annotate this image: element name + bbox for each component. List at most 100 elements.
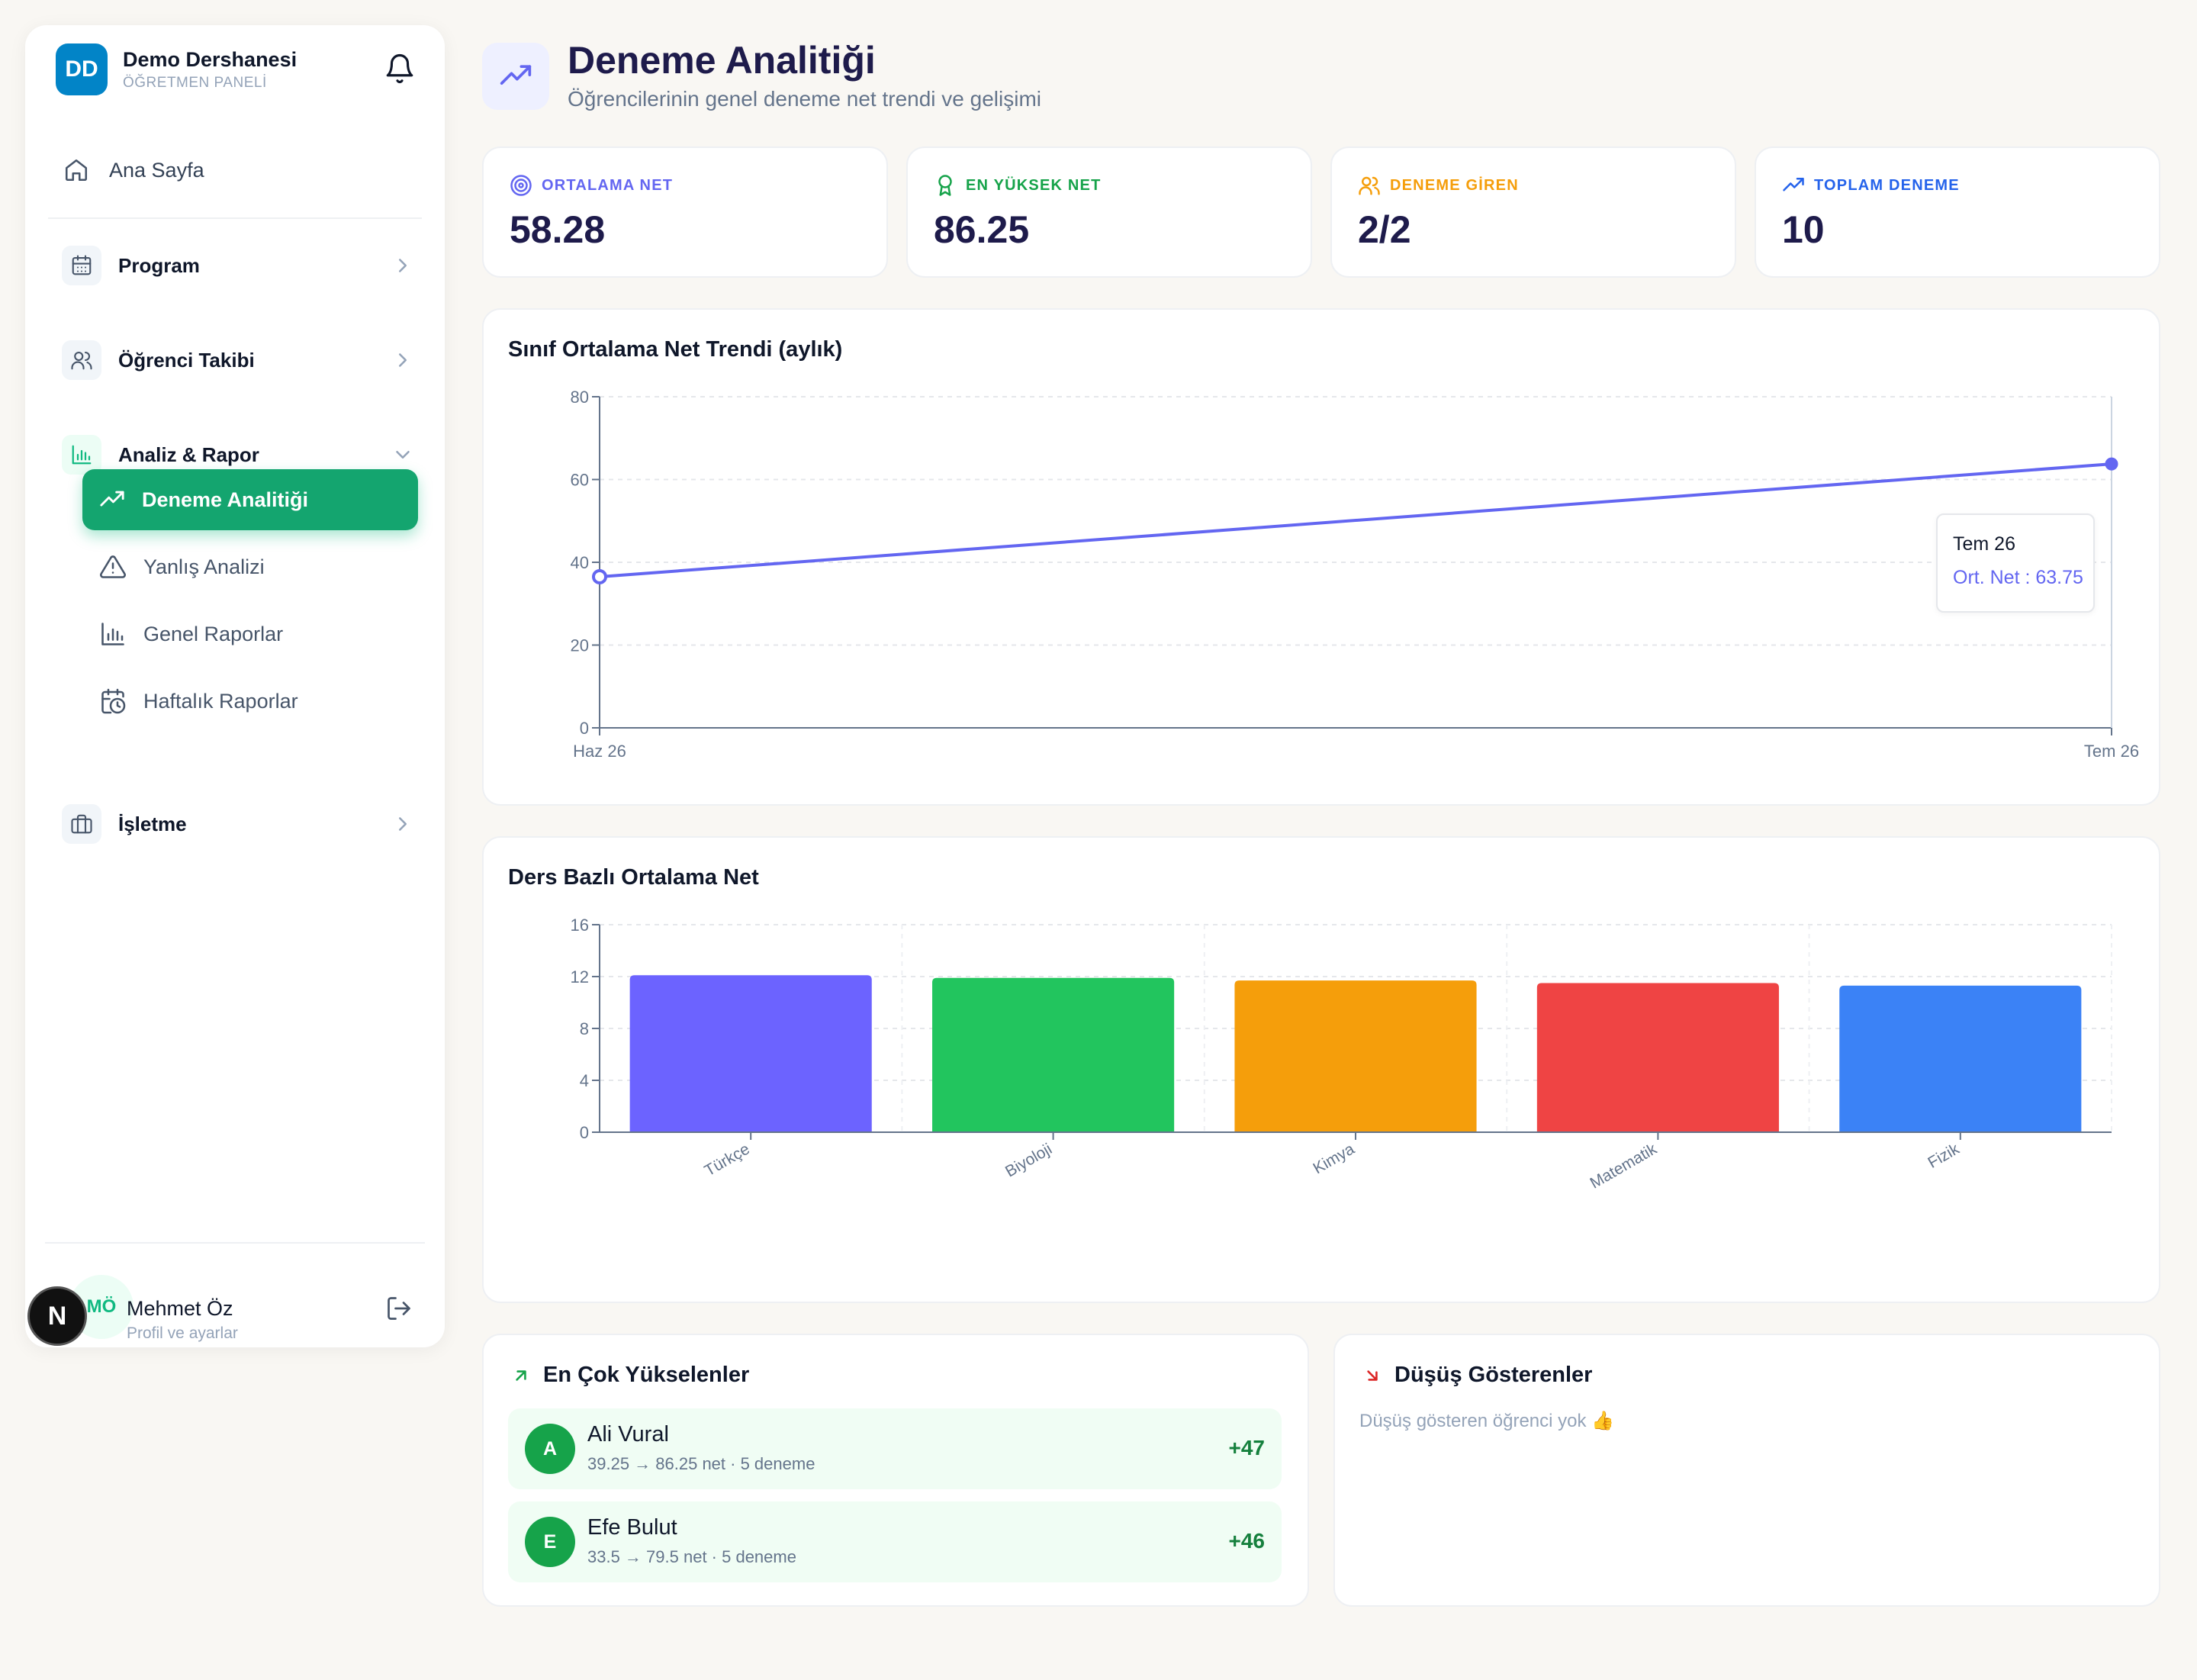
nav-group-label: İşletme bbox=[118, 812, 187, 835]
bar-chart: 0 4 8 12 16 Türkçe Biyoloji Kimya Matematik Fizik bbox=[571, 916, 2112, 1192]
users-icon bbox=[1358, 174, 1381, 197]
target-icon bbox=[510, 174, 532, 197]
x-tick-label: Tem 26 bbox=[2084, 742, 2139, 761]
panel-title: Düşüş Gösterenler bbox=[1394, 1363, 1593, 1387]
panel-title: Sınıf Ortalama Net Trendi (aylık) bbox=[508, 337, 843, 362]
divider bbox=[48, 217, 422, 219]
nav-group-analysis[interactable]: Analiz & Rapor bbox=[62, 432, 420, 478]
nav-item-label: Genel Raporlar bbox=[143, 622, 284, 645]
nav-item-weekly-reports[interactable]: Haftalık Raporlar bbox=[82, 671, 418, 732]
student-name: Ali Vural bbox=[587, 1422, 669, 1447]
trending-up-icon bbox=[482, 43, 549, 110]
nav-item-label: Deneme Analitiği bbox=[142, 488, 309, 511]
stat-value: 10 bbox=[1782, 208, 1825, 251]
data-point bbox=[592, 568, 607, 584]
student-detail: 39.25 → 86.25 net · 5 deneme bbox=[587, 1454, 815, 1473]
stat-value: 2/2 bbox=[1358, 208, 1411, 251]
briefcase-icon bbox=[62, 804, 101, 844]
chevron-right-icon bbox=[391, 349, 414, 372]
chevron-right-icon bbox=[391, 254, 414, 277]
y-tick-label: 16 bbox=[571, 916, 589, 935]
line-chart: 0 20 40 60 80 Haz 26 Tem 26 bbox=[571, 388, 2140, 761]
stat-value: 58.28 bbox=[510, 208, 606, 251]
calendar-clock-icon bbox=[99, 687, 127, 715]
nav-group-student-tracking[interactable]: Öğrenci Takibi bbox=[62, 337, 420, 383]
brand-logo: DD bbox=[56, 43, 108, 95]
student-detail: 33.5 → 79.5 net · 5 deneme bbox=[587, 1547, 796, 1566]
y-tick-label: 20 bbox=[571, 636, 589, 655]
nav-item-exam-analytics[interactable]: Deneme Analitiği bbox=[82, 469, 418, 530]
avatar: E bbox=[525, 1517, 575, 1567]
nav-item-label: Haftalık Raporlar bbox=[143, 689, 298, 713]
bar bbox=[1234, 980, 1477, 1132]
delta-value: +47 bbox=[1228, 1436, 1266, 1460]
stat-label: ORTALAMA NET bbox=[542, 176, 674, 194]
stat-label: DENEME GİREN bbox=[1390, 176, 1519, 194]
fallers-panel: Düşüş Gösterenler Düşüş gösteren öğrenci… bbox=[1333, 1334, 2160, 1607]
data-point bbox=[2105, 457, 2118, 471]
brand-name: Demo Dershanesi bbox=[123, 47, 298, 71]
list-item[interactable]: A Ali Vural 39.25 → 86.25 net · 5 deneme… bbox=[508, 1408, 1282, 1489]
nav-group-label: Analiz & Rapor bbox=[118, 443, 259, 466]
stat-card-highest: EN YÜKSEK NET 86.25 bbox=[906, 146, 1312, 278]
empty-state-text: Düşüş gösteren öğrenci yok 👍 bbox=[1359, 1411, 1615, 1431]
divider bbox=[45, 1242, 425, 1244]
chevron-down-icon bbox=[391, 443, 414, 466]
y-tick-label: 60 bbox=[571, 471, 589, 490]
x-tick-label: Biyoloji bbox=[1002, 1140, 1055, 1180]
nav-home[interactable]: Ana Sayfa bbox=[63, 147, 204, 193]
stat-label: EN YÜKSEK NET bbox=[966, 176, 1102, 194]
avatar: A bbox=[525, 1424, 575, 1474]
y-tick-label: 0 bbox=[580, 1123, 589, 1142]
nav-group-business[interactable]: İşletme bbox=[62, 801, 420, 847]
trend-chart-panel: Sınıf Ortalama Net Trendi (aylık) 0 20 40 6… bbox=[482, 308, 2160, 806]
student-name: Efe Bulut bbox=[587, 1515, 677, 1540]
y-tick-label: 8 bbox=[580, 1019, 589, 1038]
x-tick-label: Haz 26 bbox=[573, 742, 626, 761]
user-name[interactable]: Mehmet Öz bbox=[127, 1297, 233, 1320]
x-tick-label: Kimya bbox=[1310, 1140, 1357, 1177]
user-subtitle: Profil ve ayarlar bbox=[127, 1324, 238, 1342]
x-tick-label: Matematik bbox=[1587, 1140, 1661, 1192]
panel-title: En Çok Yükselenler bbox=[543, 1363, 750, 1387]
delta-value: +46 bbox=[1228, 1529, 1266, 1553]
brand-subtitle: ÖĞRETMEN PANELİ bbox=[123, 74, 267, 91]
award-icon bbox=[934, 174, 957, 197]
trending-up-icon bbox=[99, 487, 125, 513]
y-tick-label: 80 bbox=[571, 388, 589, 407]
arrow-up-right-icon bbox=[511, 1366, 531, 1386]
tooltip-title: Tem 26 bbox=[1953, 533, 2015, 555]
tooltip-value: Ort. Net : 63.75 bbox=[1953, 567, 2083, 588]
risers-panel: En Çok Yükselenler A Ali Vural 39.25 → 8… bbox=[482, 1334, 1309, 1607]
page-subtitle: Öğrencilerinin genel deneme net trendi v… bbox=[568, 87, 1042, 111]
nav-group-program[interactable]: Program bbox=[62, 243, 420, 288]
nav-item-general-reports[interactable]: Genel Raporlar bbox=[82, 603, 418, 665]
nav-home-label: Ana Sayfa bbox=[109, 158, 204, 182]
sidebar: DD Demo Dershanesi ÖĞRETMEN PANELİ Ana S… bbox=[25, 25, 445, 1347]
framework-badge[interactable]: N bbox=[27, 1286, 87, 1346]
brand[interactable]: DD Demo Dershanesi ÖĞRETMEN PANELİ bbox=[56, 43, 297, 95]
calendar-icon bbox=[62, 246, 101, 285]
bar bbox=[932, 977, 1175, 1132]
list-item[interactable]: E Efe Bulut 33.5 → 79.5 net · 5 deneme +… bbox=[508, 1501, 1282, 1582]
nav-group-label: Program bbox=[118, 253, 200, 277]
chart-tooltip: Tem 26 Ort. Net : 63.75 bbox=[1936, 513, 2095, 613]
chevron-right-icon bbox=[391, 813, 414, 835]
trending-up-icon bbox=[1782, 174, 1805, 197]
stat-label: TOPLAM DENEME bbox=[1814, 176, 1960, 194]
subject-chart-panel: Ders Bazlı Ortalama Net 0 4 8 12 16 Türkçe Biy… bbox=[482, 836, 2160, 1303]
x-tick-label: Fizik bbox=[1925, 1140, 1962, 1172]
alert-triangle-icon bbox=[99, 553, 127, 581]
stat-value: 86.25 bbox=[934, 208, 1030, 251]
bell-icon[interactable] bbox=[384, 53, 416, 85]
y-tick-label: 4 bbox=[580, 1071, 589, 1090]
nav-item-mistake-analysis[interactable]: Yanlış Analizi bbox=[82, 536, 418, 597]
arrow-down-right-icon bbox=[1362, 1366, 1382, 1386]
bar bbox=[1839, 985, 2082, 1132]
bar bbox=[1536, 983, 1779, 1132]
bar-chart-icon bbox=[99, 620, 127, 648]
logout-icon[interactable] bbox=[385, 1295, 413, 1322]
home-icon bbox=[63, 157, 89, 183]
page-title: Deneme Analitiği bbox=[568, 39, 876, 82]
bar-chart-icon bbox=[62, 435, 101, 475]
